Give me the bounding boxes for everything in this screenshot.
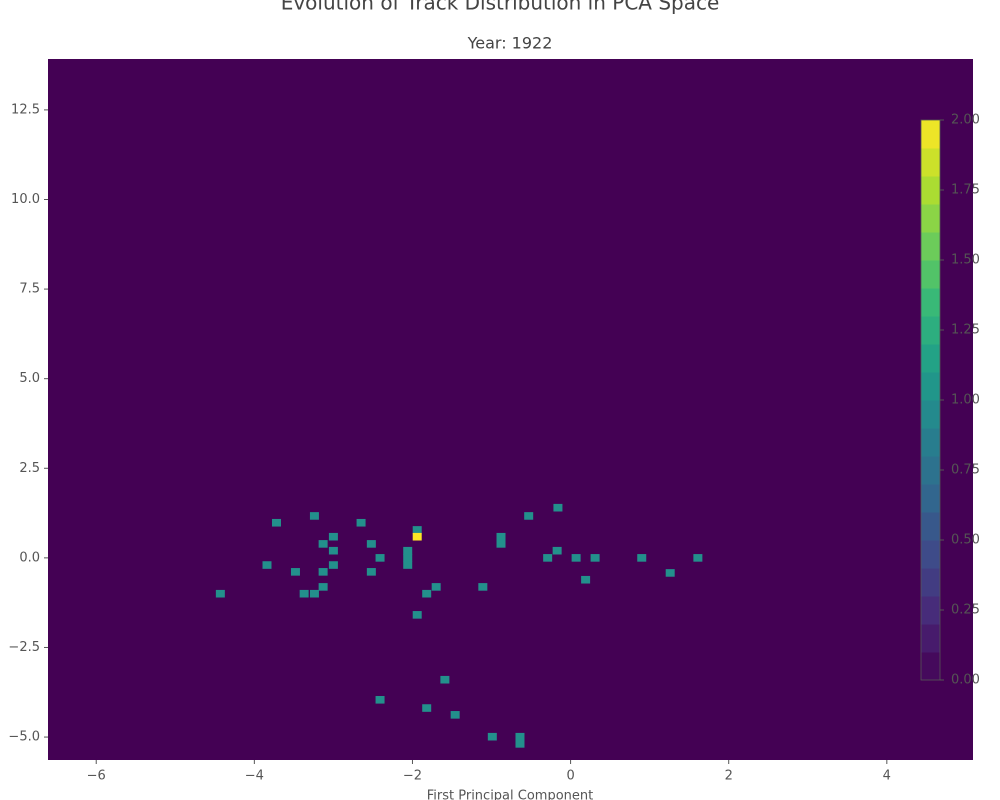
heat-cell <box>375 554 385 562</box>
colorbar-tick-label: 0.25 <box>951 603 980 618</box>
colorbar-segment <box>921 316 940 345</box>
heat-cell <box>309 589 319 598</box>
heat-cell <box>318 568 328 576</box>
colorbar-tick-label: 1.00 <box>951 393 980 408</box>
heat-cell <box>328 546 338 555</box>
colorbar-tick-label: 0.75 <box>951 463 980 478</box>
heat-cell <box>318 540 328 548</box>
colorbar-segment <box>921 652 940 681</box>
colorbar-segment <box>921 400 940 429</box>
colorbar-tick-label: 0.00 <box>951 673 980 688</box>
heat-cell <box>366 540 376 548</box>
colorbar-segment <box>921 344 940 373</box>
y-tick-label: 0.0 <box>19 550 40 565</box>
heat-cell <box>450 711 460 719</box>
heat-cell <box>515 740 525 748</box>
heat-cell <box>581 575 591 584</box>
y-tick-label: −5.0 <box>8 730 40 745</box>
heat-cell <box>487 732 497 741</box>
heat-cell <box>403 554 413 562</box>
x-tick-label: 4 <box>883 769 891 784</box>
colorbar-segment <box>921 204 940 233</box>
y-tick-label: −2.5 <box>8 640 40 655</box>
heat-cell <box>496 540 506 548</box>
heat-cell <box>543 554 553 562</box>
colorbar-tick-label: 0.50 <box>951 533 980 548</box>
colorbar-segment <box>921 484 940 513</box>
x-tick-label: 0 <box>566 769 574 784</box>
heat-cell <box>412 526 422 534</box>
chart-subtitle: Year: 1922 <box>467 34 553 53</box>
heat-cell <box>366 568 376 576</box>
heat-cell <box>290 568 300 576</box>
y-tick-label: 12.5 <box>11 102 40 117</box>
colorbar-segment <box>921 428 940 457</box>
colorbar-tick-label: 2.00 <box>951 113 980 128</box>
heat-cell <box>524 512 534 520</box>
heat-cell <box>356 518 366 527</box>
heat-cell <box>440 675 450 684</box>
colorbar-segment <box>921 568 940 597</box>
heat-cell <box>665 569 675 577</box>
x-tick-label: −6 <box>87 769 106 784</box>
colorbar-segment <box>921 148 940 177</box>
heat-cell <box>496 532 506 541</box>
heat-cell <box>403 561 413 569</box>
colorbar-tick-label: 1.25 <box>951 323 980 338</box>
colorbar-segment <box>921 232 940 261</box>
x-tick-label: −4 <box>245 769 264 784</box>
heat-cell <box>299 589 309 598</box>
colorbar-segment <box>921 596 940 625</box>
heat-cell <box>262 561 272 569</box>
chart-title: Evolution of Track Distribution in PCA S… <box>281 0 720 15</box>
heat-cell <box>552 546 562 555</box>
colorbar-segment <box>921 540 940 569</box>
heat-cell <box>571 554 581 562</box>
heat-cell <box>318 583 328 591</box>
heat-cell <box>422 589 432 598</box>
heat-cell <box>328 532 338 541</box>
colorbar-segment <box>921 260 940 289</box>
heat-cell <box>375 695 385 704</box>
heat-cell <box>412 532 422 541</box>
heat-cell <box>478 583 488 591</box>
heat-cell <box>403 546 413 555</box>
heat-cell <box>515 732 525 741</box>
plot-background <box>48 59 973 760</box>
heat-cell <box>431 583 441 591</box>
heat-cell <box>328 561 338 569</box>
x-tick-label: 2 <box>725 769 733 784</box>
colorbar-segment <box>921 288 940 317</box>
colorbar-segment <box>921 512 940 541</box>
heat-cell <box>309 512 319 520</box>
colorbar-segment <box>921 120 940 149</box>
heat-cell <box>553 503 563 512</box>
colorbar-segment <box>921 372 940 401</box>
colorbar-segment <box>921 624 940 653</box>
heat-cell <box>271 518 281 527</box>
colorbar-segment <box>921 176 940 205</box>
colorbar-tick-label: 1.75 <box>951 183 980 198</box>
y-tick-label: 10.0 <box>11 192 40 207</box>
heat-cell <box>693 554 703 562</box>
x-tick-label: −2 <box>403 769 422 784</box>
heat-cell <box>637 554 647 562</box>
y-tick-label: 2.5 <box>19 461 40 476</box>
y-tick-label: 5.0 <box>19 371 40 386</box>
colorbar-tick-label: 1.50 <box>951 253 980 268</box>
y-tick-label: 7.5 <box>19 282 40 297</box>
heat-cell <box>215 589 225 598</box>
heat-cell <box>412 611 422 619</box>
heat-cell <box>590 554 600 562</box>
colorbar-segment <box>921 456 940 485</box>
heat-cell <box>422 704 432 712</box>
x-axis-label: First Principal Component <box>427 789 594 800</box>
